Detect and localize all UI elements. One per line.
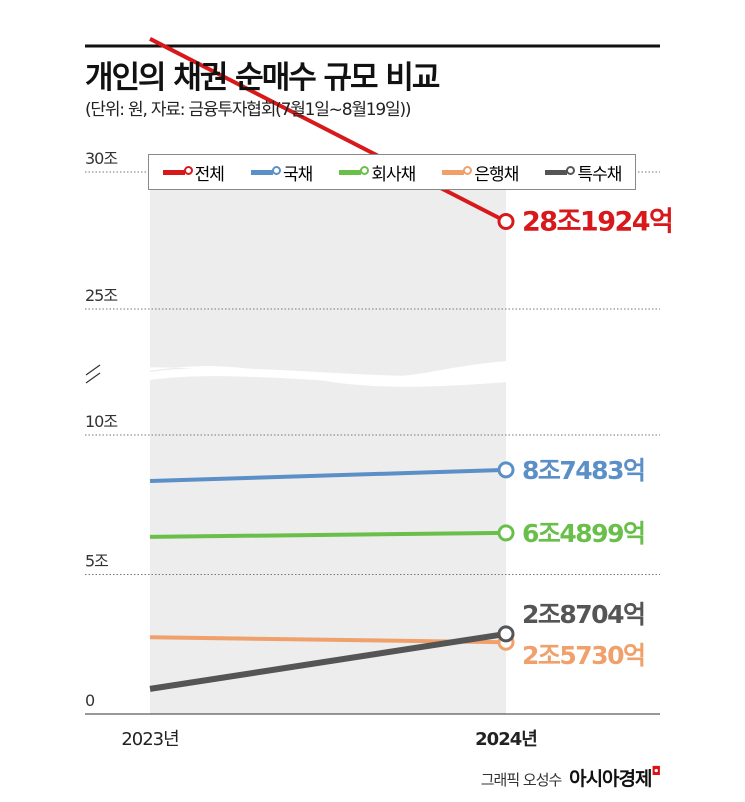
series-line-국채 bbox=[149, 467, 507, 484]
axis-break-mark bbox=[85, 364, 101, 376]
legend-label: 특수채 bbox=[577, 164, 622, 185]
data-label-특수채: 2조8704억 bbox=[522, 600, 644, 629]
series-line-특수채 bbox=[149, 630, 507, 692]
brand-mark-icon: ◘ bbox=[651, 764, 661, 778]
axis-break-fill bbox=[150, 368, 506, 384]
y-tick-label: 25조 bbox=[85, 286, 117, 305]
legend-swatch-icon bbox=[442, 165, 473, 175]
data-point-특수채 bbox=[497, 625, 515, 643]
footer-credit: 그래픽 오성수 bbox=[480, 771, 563, 789]
y-tick-label: 5조 bbox=[85, 552, 108, 571]
series-line-회사채 bbox=[149, 530, 507, 539]
legend-swatch-icon bbox=[545, 165, 576, 175]
y-tick-label: 30조 bbox=[85, 149, 117, 168]
chart-title: 개인의 채권 순매수 규모 비교 bbox=[85, 60, 440, 96]
legend-swatch-icon bbox=[250, 165, 281, 175]
data-label-은행채: 2조5730억 bbox=[522, 641, 644, 670]
data-point-국채 bbox=[497, 461, 515, 479]
shaded-period bbox=[150, 165, 506, 714]
legend-label: 전체 bbox=[194, 164, 225, 185]
chart-subtitle: (단위: 원, 자료: 금융투자협회(7월1일~8월19일)) bbox=[85, 100, 412, 120]
data-label-전체: 28조1924억 bbox=[522, 207, 672, 238]
footer-brand: 아시아경제 bbox=[569, 768, 652, 790]
data-label-국채: 8조7483억 bbox=[522, 456, 644, 485]
legend-label: 은행채 bbox=[474, 164, 519, 185]
series-line-전체 bbox=[149, 37, 507, 224]
legend-item-특수채: 특수채 bbox=[545, 160, 622, 185]
data-point-회사채 bbox=[497, 524, 515, 542]
axis-break-band bbox=[85, 359, 660, 387]
data-point-전체 bbox=[497, 213, 515, 231]
y-tick-label: 10조 bbox=[85, 412, 117, 431]
y-tick-label: 0 bbox=[85, 691, 95, 710]
x-tick-label: 2023년 bbox=[121, 729, 178, 750]
legend-label: 회사채 bbox=[371, 164, 416, 185]
legend-swatch-icon bbox=[339, 165, 370, 175]
x-tick-label: 2024년 bbox=[475, 729, 537, 750]
legend: 전체 국채 회사채 은행채 특수채 bbox=[148, 154, 636, 190]
legend-item-은행채: 은행채 bbox=[442, 160, 519, 185]
legend-swatch-icon bbox=[162, 165, 193, 175]
legend-item-회사채: 회사채 bbox=[339, 160, 416, 185]
legend-item-국채: 국채 bbox=[250, 160, 313, 185]
legend-label: 국채 bbox=[282, 164, 313, 185]
data-label-회사채: 6조4899억 bbox=[522, 519, 644, 548]
legend-item-전체: 전체 bbox=[162, 160, 225, 185]
axis-break-mark bbox=[85, 372, 101, 384]
footer: 그래픽 오성수 아시아경제◘ bbox=[480, 764, 661, 791]
